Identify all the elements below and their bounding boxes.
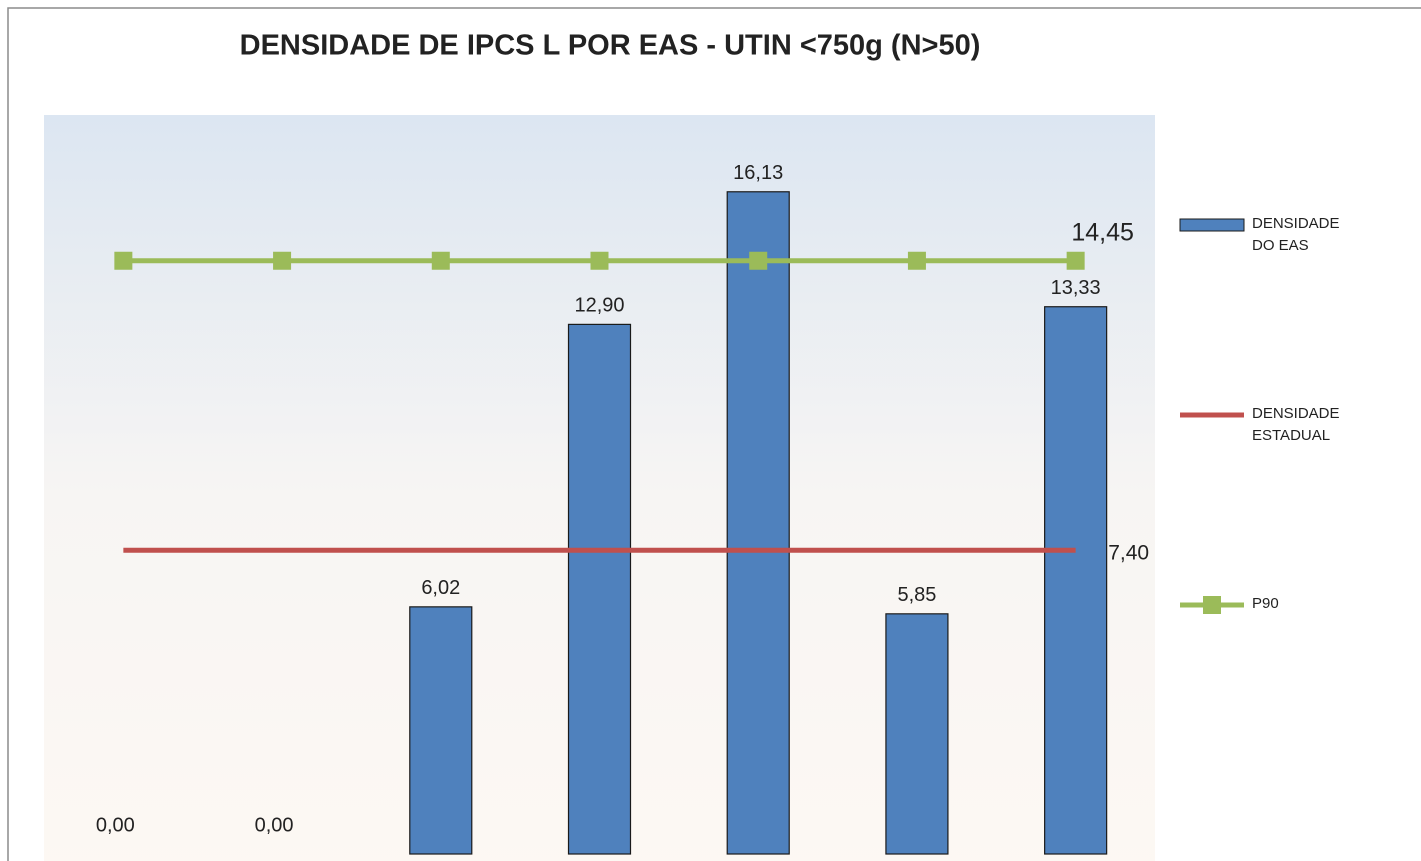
data-label: 6,02 [421, 577, 460, 599]
data-label: 0,00 [96, 814, 135, 836]
legend-label: p90 [1252, 595, 1279, 612]
bar [726, 191, 790, 855]
bar [567, 323, 632, 855]
line-marker [749, 251, 768, 270]
legend-swatch [1179, 218, 1245, 232]
line-marker [273, 251, 292, 270]
line-marker [1066, 251, 1085, 270]
data-label: 14,45 [1071, 218, 1134, 246]
chart-title: DENSIDADE DE IPCS L POR EAS - UTIN <750g… [240, 30, 981, 62]
line-marker [907, 251, 926, 270]
legend-label: DENSIDADE ESTADUAL [1252, 405, 1340, 444]
data-label: 13,33 [1051, 277, 1101, 299]
line-marker [590, 251, 609, 270]
legend-marker [1203, 596, 1221, 614]
bar [1044, 306, 1108, 855]
data-label: 5,85 [897, 584, 936, 606]
data-label: 16,13 [733, 162, 783, 184]
bar [409, 606, 473, 855]
bar [885, 613, 949, 855]
line-marker [431, 251, 450, 270]
legend-label: DENSIDADE DO EAS [1252, 215, 1340, 254]
data-label: 7,40 [1108, 542, 1149, 565]
data-label: 12,90 [574, 295, 624, 317]
data-label: 0,00 [255, 814, 294, 836]
line-marker [114, 251, 133, 270]
